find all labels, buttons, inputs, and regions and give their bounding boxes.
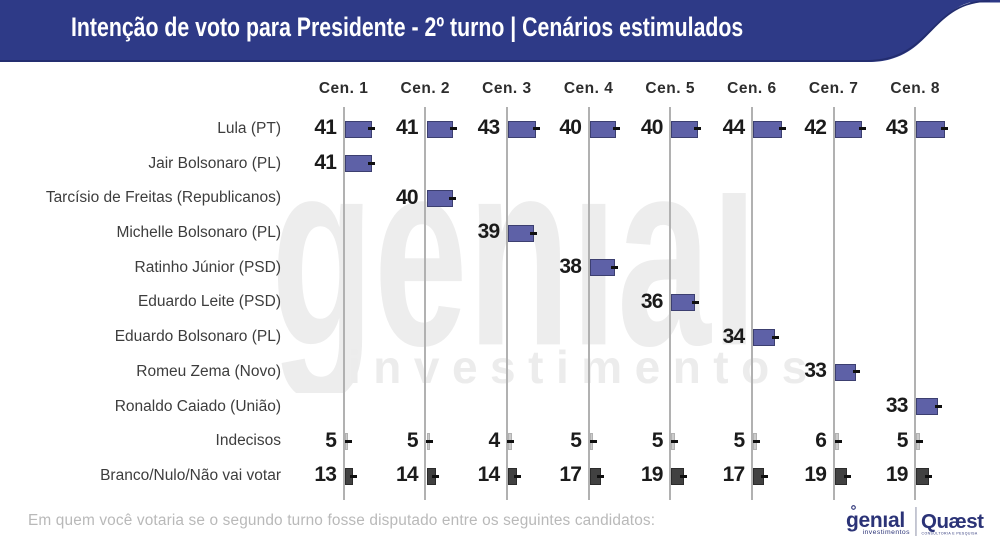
svg-text:CONSULTORIA E PESQUISA: CONSULTORIA E PESQUISA <box>922 532 978 536</box>
svg-text:genıal: genıal <box>846 509 905 532</box>
svg-text:Quæst: Quæst <box>921 510 984 533</box>
svg-text:investimentos: investimentos <box>863 529 911 536</box>
